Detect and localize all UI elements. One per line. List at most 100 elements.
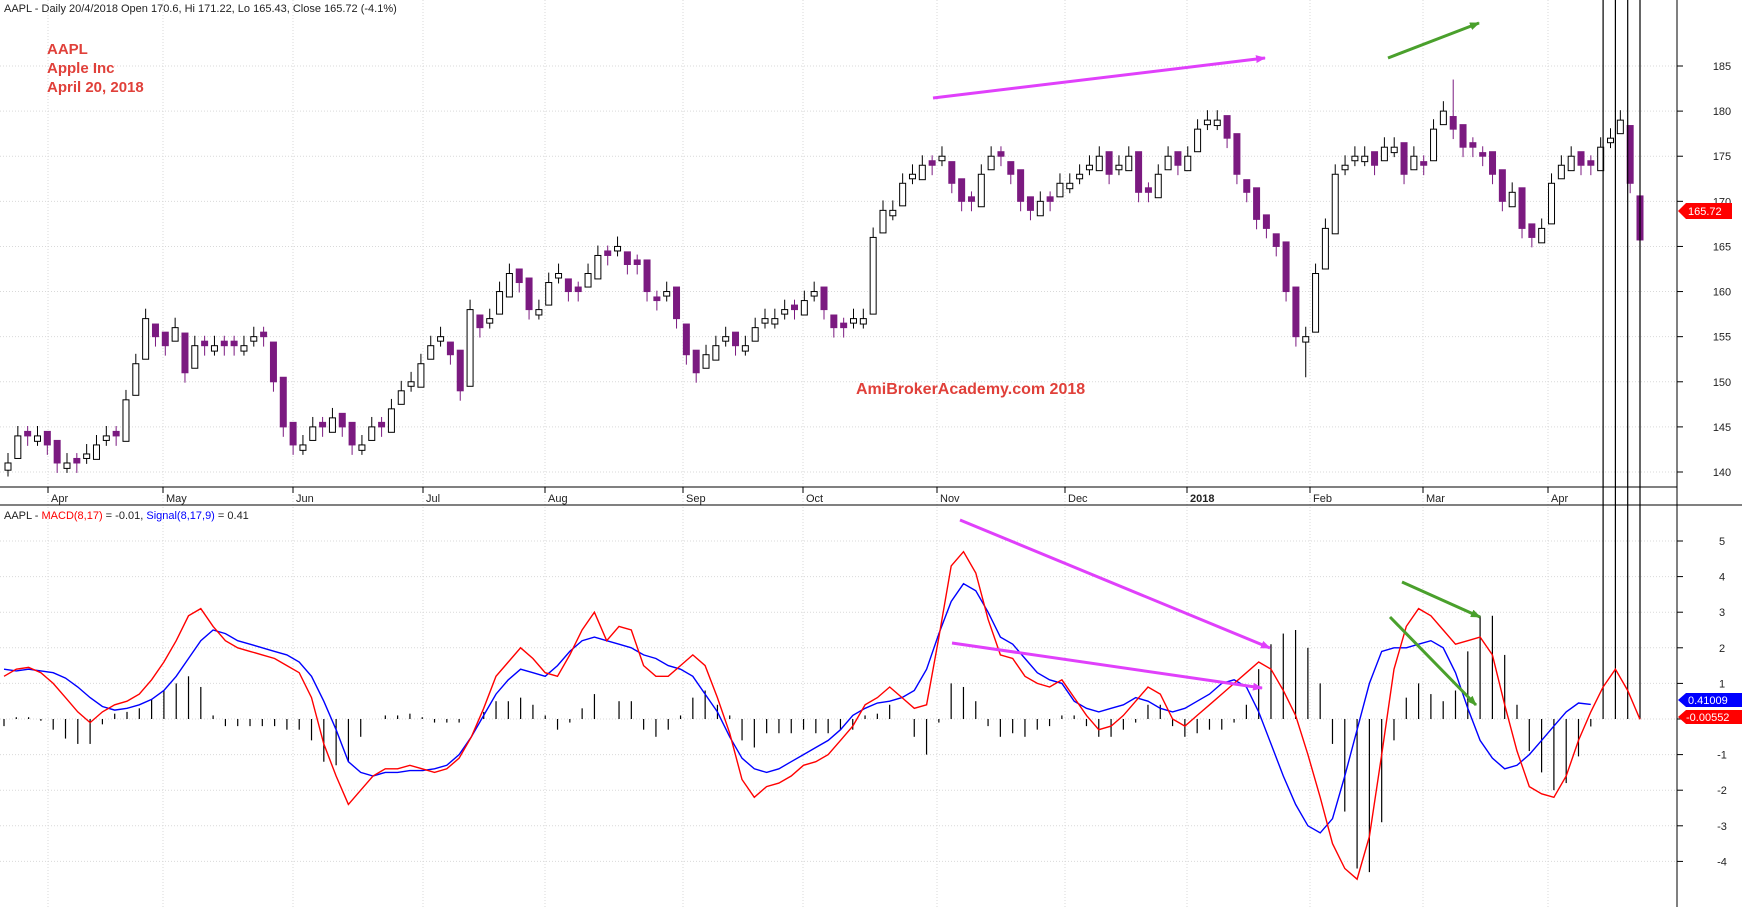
candle xyxy=(250,326,258,347)
candle xyxy=(673,286,681,329)
candle-body xyxy=(771,318,779,325)
candle xyxy=(417,353,425,388)
candle-body xyxy=(269,341,277,383)
macd-tick-label: 2 xyxy=(1719,643,1725,655)
candle xyxy=(1528,223,1536,248)
candle xyxy=(515,268,523,293)
candle-body xyxy=(810,291,818,297)
candle xyxy=(741,335,749,356)
candle-body xyxy=(604,250,612,256)
candle xyxy=(810,281,818,302)
candle xyxy=(1312,263,1320,333)
candle-body xyxy=(496,291,504,315)
candle xyxy=(92,435,100,460)
candle-body xyxy=(132,363,140,396)
candle xyxy=(614,236,622,257)
candle-body xyxy=(83,453,91,459)
candle-body xyxy=(63,462,71,469)
candle-body xyxy=(1489,151,1497,175)
candle xyxy=(1017,169,1025,212)
candle-body xyxy=(1253,187,1261,220)
candle-body xyxy=(1420,161,1428,166)
candle xyxy=(732,331,740,356)
candle xyxy=(112,425,120,446)
candle-body xyxy=(958,178,966,202)
time-tick-label: Oct xyxy=(806,493,823,505)
candle-body xyxy=(171,327,179,342)
candle-body xyxy=(859,318,867,325)
candle-body xyxy=(791,304,799,311)
candle-body xyxy=(289,421,297,446)
candle-body xyxy=(908,173,916,180)
candle-body xyxy=(1056,182,1064,198)
macd-divergence-arrow-magenta-2 xyxy=(951,641,1263,691)
candle-body xyxy=(201,340,209,347)
candle xyxy=(692,349,700,383)
candle xyxy=(889,200,897,221)
macd-panel-header: AAPL - MACD(8,17) = -0.01, Signal(8,17,9… xyxy=(4,510,249,522)
candle-body xyxy=(358,444,366,451)
candle xyxy=(1321,218,1329,270)
candle xyxy=(958,178,966,212)
candle-body xyxy=(722,336,730,342)
candle-body xyxy=(977,173,985,208)
candle-body xyxy=(1548,182,1556,225)
candle xyxy=(220,335,228,356)
candle xyxy=(1302,326,1310,378)
candle xyxy=(1164,146,1172,171)
candle-body xyxy=(1410,155,1418,171)
price-tick-label: 165 xyxy=(1713,241,1731,253)
candle xyxy=(1282,241,1290,302)
candle-body xyxy=(1302,336,1310,343)
candle xyxy=(378,416,386,437)
candle-body xyxy=(653,296,661,302)
candle xyxy=(869,227,877,315)
candle-body xyxy=(1469,142,1477,148)
candle-body xyxy=(820,286,828,311)
candle-body xyxy=(1616,119,1624,135)
candle xyxy=(751,317,759,342)
candle xyxy=(260,326,268,347)
candle-body xyxy=(1518,187,1526,229)
price-tick-label: 150 xyxy=(1713,377,1731,389)
candle xyxy=(702,344,710,369)
candle xyxy=(1095,146,1103,172)
candlestick-series xyxy=(4,79,1644,477)
candle-body xyxy=(456,349,464,392)
candle-body xyxy=(741,345,749,352)
candle-body xyxy=(446,341,454,356)
annotation-company: Apple Inc xyxy=(47,60,115,77)
candle xyxy=(446,341,454,365)
candle xyxy=(466,299,474,387)
candle xyxy=(505,263,513,298)
candle xyxy=(1105,151,1113,185)
candle-body xyxy=(4,462,12,471)
candle-body xyxy=(142,318,150,360)
candle-body xyxy=(338,412,346,428)
candle-body xyxy=(1321,227,1329,270)
candle-body xyxy=(889,209,897,217)
candle-body xyxy=(1341,164,1349,171)
candle xyxy=(967,191,975,212)
candle xyxy=(1518,187,1526,239)
time-x-axis: Apr May Jun Jul Aug Sep Oct Nov Dec 2018 Feb Mar Apr xyxy=(47,487,1568,505)
candle xyxy=(535,299,543,320)
candle-body xyxy=(407,381,415,387)
macd-tick-label: -2 xyxy=(1717,785,1727,797)
candle xyxy=(1607,128,1615,149)
candle-body xyxy=(1233,133,1241,175)
macd-divergence-arrow-magenta-1 xyxy=(959,518,1271,650)
candle-body xyxy=(309,426,317,441)
candle xyxy=(83,444,91,464)
time-tick-label: May xyxy=(166,493,187,505)
candle xyxy=(132,353,140,396)
candle-body xyxy=(1361,155,1369,163)
candle-body xyxy=(1607,137,1615,144)
time-tick-label: Jul xyxy=(426,493,440,505)
candle-body xyxy=(997,151,1005,157)
candle-body xyxy=(1036,200,1044,217)
candle-body xyxy=(387,408,395,433)
candle xyxy=(584,263,592,288)
candle xyxy=(663,281,671,302)
candle xyxy=(1115,155,1123,176)
